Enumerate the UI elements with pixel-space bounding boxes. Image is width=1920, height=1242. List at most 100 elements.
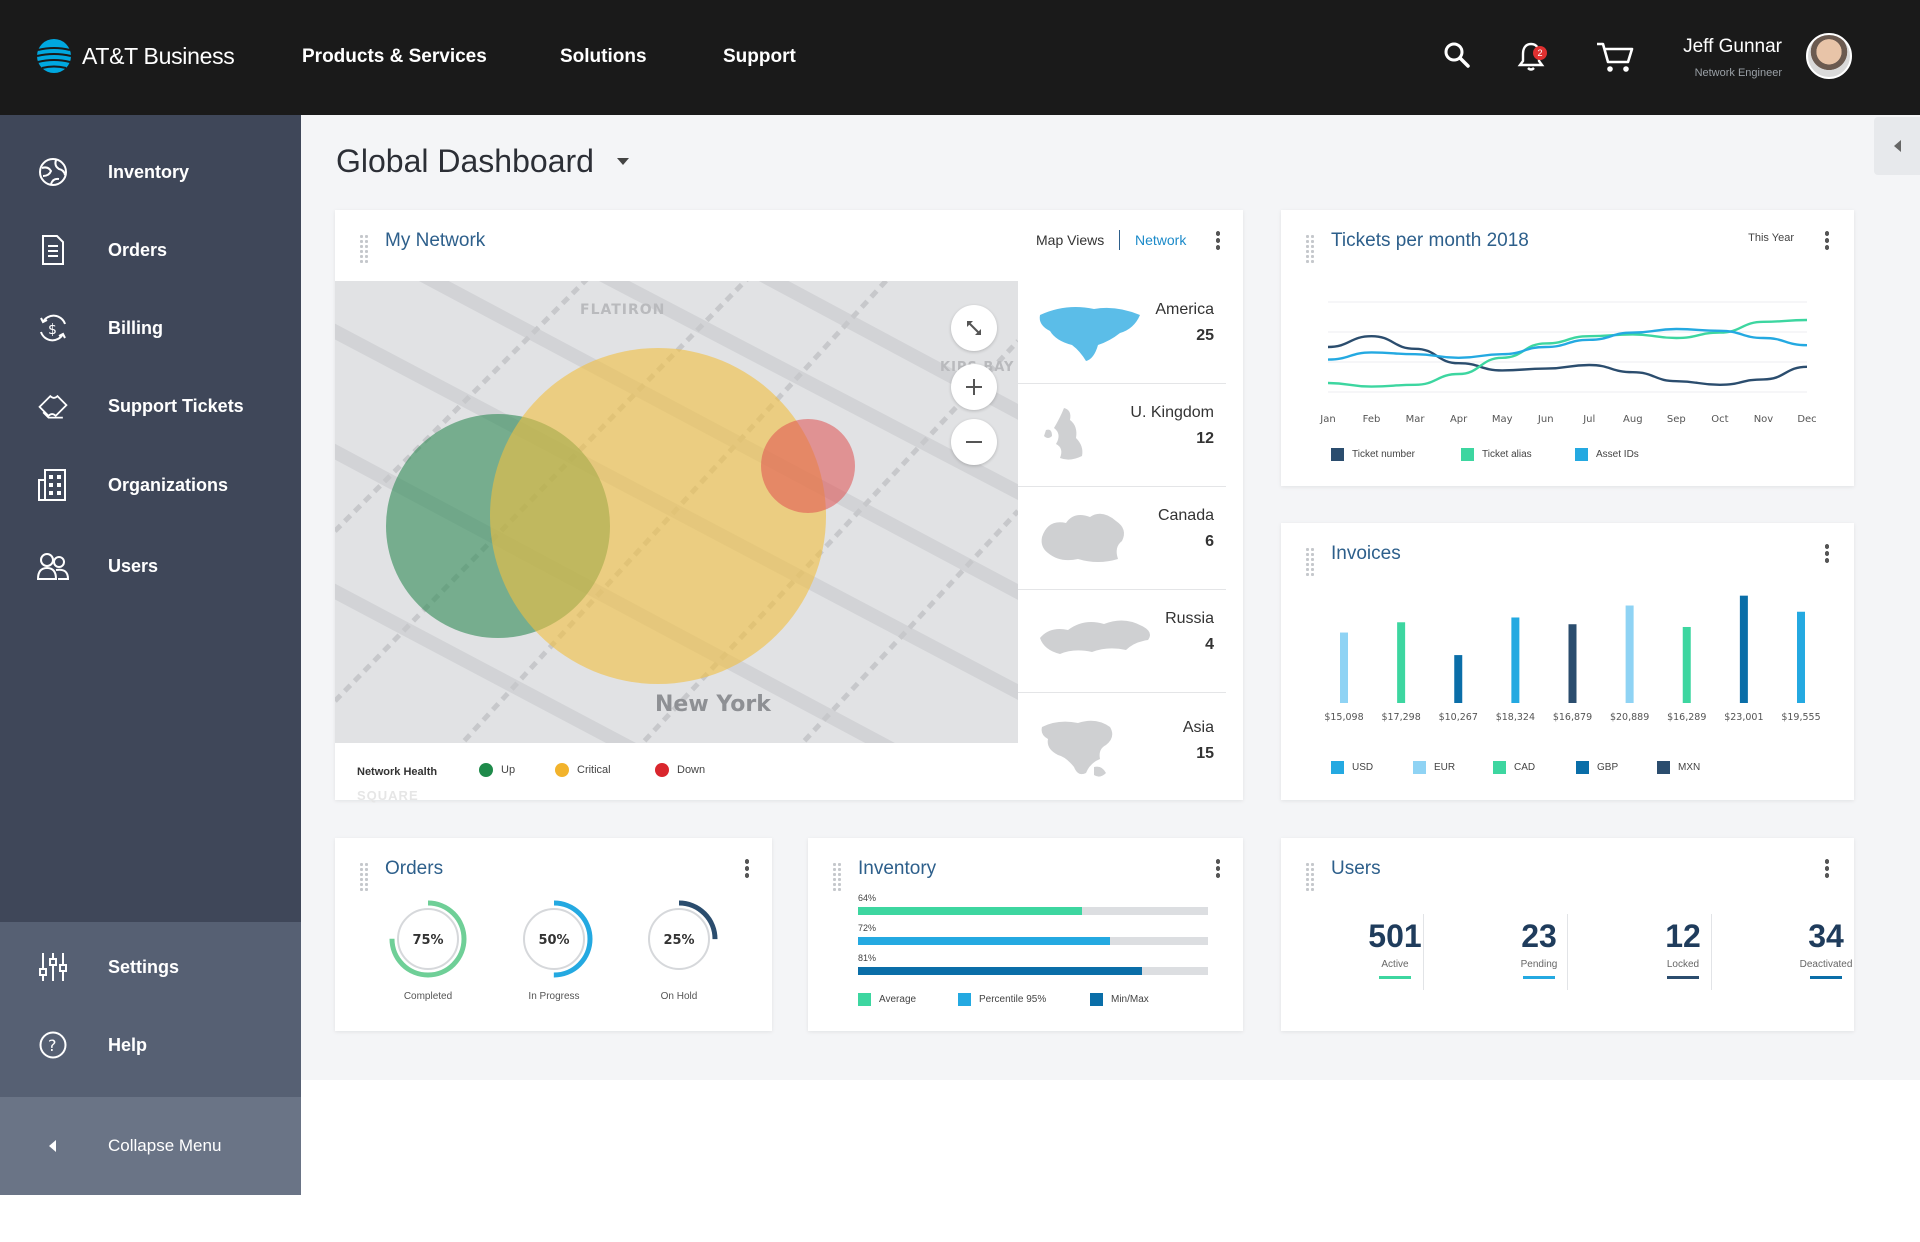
progress-fill	[858, 937, 1110, 945]
page-title-dropdown[interactable]: Global Dashboard	[336, 143, 630, 180]
uk-map-icon	[1044, 408, 1083, 460]
more-options-icon[interactable]	[1824, 543, 1830, 565]
bar-value-label: $16,289	[1667, 712, 1706, 723]
invoice-bar[interactable]	[1340, 632, 1348, 703]
user-name[interactable]: Jeff Gunnar	[1683, 36, 1782, 57]
avatar[interactable]	[1806, 33, 1852, 79]
stat-pending[interactable]: 23 Pending	[1467, 918, 1611, 979]
card-title: Orders	[385, 858, 444, 879]
legend-mxn: MXN	[1657, 761, 1700, 774]
sidebar-item-help[interactable]: ? Help	[0, 1015, 301, 1075]
stat-deactivated[interactable]: 34 Deactivated	[1754, 918, 1898, 979]
cart-icon[interactable]	[1595, 40, 1635, 74]
drag-handle-icon[interactable]	[359, 234, 369, 264]
chevron-down-icon	[616, 157, 629, 165]
sidebar: Inventory Orders $ Billing Support Ticke…	[0, 115, 301, 1195]
drag-handle-icon[interactable]	[832, 862, 842, 892]
region-america[interactable]: America 25	[1018, 281, 1226, 384]
period-selector[interactable]: This Year	[1748, 232, 1794, 244]
card-title: Invoices	[1331, 543, 1401, 564]
region-name: Asia	[1182, 719, 1214, 736]
nav-support[interactable]: Support	[723, 46, 796, 67]
sidebar-item-inventory[interactable]: Inventory	[0, 142, 301, 202]
more-options-icon[interactable]	[744, 858, 750, 880]
brand-logo[interactable]: AT&T Business	[36, 38, 235, 74]
legend-average: Average	[858, 993, 916, 1006]
sidebar-item-orders[interactable]: Orders	[0, 220, 301, 280]
invoice-bar[interactable]	[1625, 605, 1634, 703]
nav-solutions[interactable]: Solutions	[560, 46, 647, 67]
orders-card: Orders 75% Completed 50% In Progress 25% On H…	[335, 838, 772, 1031]
invoice-bar[interactable]	[1511, 617, 1520, 703]
order-ring-completed[interactable]: 75% Completed	[378, 896, 478, 1016]
invoice-bar[interactable]	[1739, 595, 1748, 703]
stat-active[interactable]: 501 Active	[1323, 918, 1467, 979]
network-view-toggle[interactable]: Network	[1135, 232, 1187, 248]
drag-handle-icon[interactable]	[1305, 234, 1315, 264]
sidebar-item-label: Support Tickets	[108, 395, 244, 416]
region-canada[interactable]: Canada 6	[1018, 487, 1226, 590]
card-title: Tickets per month 2018	[1331, 230, 1529, 251]
top-bar: AT&T Business Products & Services Soluti…	[0, 0, 1920, 115]
collapse-menu-button[interactable]: Collapse Menu	[0, 1097, 301, 1195]
region-uk[interactable]: U. Kingdom 12	[1018, 384, 1226, 487]
fullscreen-button[interactable]	[951, 305, 997, 351]
drag-handle-icon[interactable]	[359, 862, 369, 892]
collapse-menu-row[interactable]: Collapse Menu	[0, 1116, 301, 1176]
legend-min-max: Min/Max	[1090, 993, 1149, 1006]
svg-text:$: $	[48, 322, 57, 338]
bar-percent-label: 72%	[858, 923, 877, 933]
more-options-icon[interactable]	[1824, 858, 1830, 880]
order-ring-in-progress[interactable]: 50% In Progress	[504, 896, 604, 1016]
region-russia[interactable]: Russia 4	[1018, 590, 1226, 693]
chevron-left-icon	[36, 1129, 70, 1163]
my-network-card: My Network Map Views Network	[335, 210, 1243, 803]
network-map[interactable]: FLATIRON KIPS BAY New York	[335, 281, 1018, 743]
region-count: 6	[1205, 533, 1214, 550]
progress-track	[858, 907, 1208, 915]
legend-percentile: Percentile 95%	[958, 993, 1046, 1006]
order-ring-on-hold[interactable]: 25% On Hold	[629, 896, 729, 1016]
legend-eur: EUR	[1413, 761, 1455, 774]
drag-handle-icon[interactable]	[1305, 862, 1315, 892]
map-label: SQUARE	[357, 788, 419, 803]
sidebar-item-label: Help	[108, 1034, 148, 1055]
stat-label: Deactivated	[1799, 959, 1853, 970]
status-dot-icon	[479, 763, 493, 777]
help-icon: ?	[36, 1028, 70, 1062]
series-line-ticket-number	[1327, 334, 1808, 387]
russia-map-icon	[1040, 620, 1150, 654]
sidebar-item-support-tickets[interactable]: Support Tickets	[0, 376, 301, 436]
progress-fill	[858, 967, 1142, 975]
zoom-out-button[interactable]	[951, 419, 997, 465]
more-options-icon[interactable]	[1824, 230, 1830, 252]
stat-locked[interactable]: 12 Locked	[1611, 918, 1755, 979]
progress-fill	[858, 907, 1082, 915]
minus-icon	[966, 441, 982, 443]
tickets-line-chart: Jan Feb Mar Apr May Jun Jul Aug Sep Oct Nov Dec	[1319, 301, 1817, 425]
bar-value-label: $15,098	[1324, 712, 1363, 723]
sidebar-item-users[interactable]: Users	[0, 536, 301, 596]
more-options-icon[interactable]	[1215, 230, 1221, 252]
legend-gbp: GBP	[1576, 761, 1618, 774]
region-asia[interactable]: Asia 15	[1018, 693, 1226, 800]
invoice-bar[interactable]	[1397, 622, 1406, 703]
nav-products-services[interactable]: Products & Services	[302, 46, 487, 67]
invoice-bar[interactable]	[1682, 626, 1691, 703]
invoice-bar[interactable]	[1568, 624, 1577, 703]
sidebar-item-billing[interactable]: $ Billing	[0, 298, 301, 358]
drag-handle-icon[interactable]	[1305, 547, 1315, 577]
search-icon[interactable]	[1442, 40, 1472, 70]
sidebar-item-organizations[interactable]: Organizations	[0, 455, 301, 515]
zoom-in-button[interactable]	[951, 364, 997, 410]
att-globe-icon	[36, 39, 72, 73]
invoice-bar[interactable]	[1454, 655, 1463, 703]
more-options-icon[interactable]	[1215, 858, 1221, 880]
ring-caption: In Progress	[528, 991, 580, 1002]
right-panel-toggle[interactable]	[1874, 117, 1920, 175]
map-views-toggle[interactable]: Map Views	[1036, 232, 1105, 248]
invoice-bar[interactable]	[1797, 611, 1805, 703]
map-label: FLATIRON	[580, 302, 665, 318]
sidebar-item-settings[interactable]: Settings	[0, 937, 301, 997]
sidebar-utility-section: Settings ? Help	[0, 922, 301, 1097]
